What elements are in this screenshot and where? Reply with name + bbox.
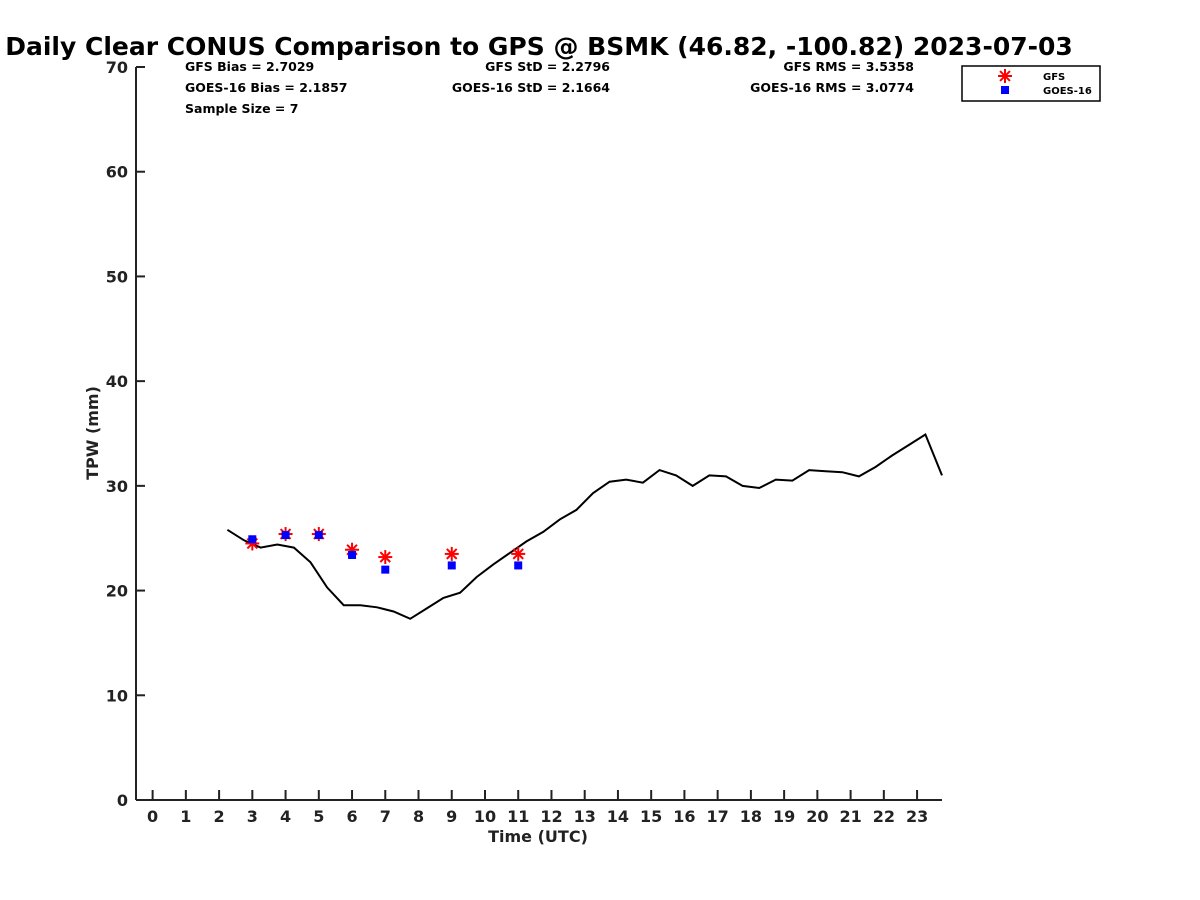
x-tick-label: 19 <box>773 807 795 826</box>
legend-label: GFS <box>1043 72 1065 83</box>
x-tick-label: 11 <box>507 807 529 826</box>
y-tick-label: 70 <box>106 58 128 77</box>
y-tick-label: 30 <box>106 477 128 496</box>
x-tick-label: 2 <box>214 807 225 826</box>
gfs-point <box>378 550 393 565</box>
x-tick-label: 15 <box>640 807 662 826</box>
y-tick-label: 10 <box>106 686 128 705</box>
goes-rms-stat: GOES-16 RMS = 3.0774 <box>750 80 914 95</box>
gfs-point <box>444 546 459 561</box>
x-tick-label: 17 <box>707 807 729 826</box>
goes-16-point <box>348 550 357 559</box>
legend: GFS GOES-16 <box>961 65 1101 102</box>
goes-16-point <box>381 565 390 574</box>
goes-16-point <box>447 561 456 570</box>
gfs-bias-stat: GFS Bias = 2.7029 <box>185 59 314 74</box>
plot-area <box>226 433 943 620</box>
legend-box <box>961 65 1101 102</box>
legend-goes-16-marker <box>1001 86 1009 94</box>
goes-16-point <box>248 535 257 544</box>
x-tick-label: 0 <box>147 807 158 826</box>
x-axis: 0 1 2 3 4 5 6 7 8 9 10 11 12 13 14 15 16 17 18 19 20 21 22 23 <box>136 790 942 826</box>
x-tick-label: 20 <box>806 807 828 826</box>
x-tick-label: 16 <box>673 807 695 826</box>
y-tick-label: 50 <box>106 267 128 286</box>
x-tick-label: 4 <box>280 807 291 826</box>
goes-16-point <box>314 531 323 540</box>
x-tick-label: 14 <box>607 807 629 826</box>
y-tick-label: 0 <box>117 791 128 810</box>
sample-size-stat: Sample Size = 7 <box>185 101 298 116</box>
gfs-rms-stat: GFS RMS = 3.5358 <box>783 59 914 74</box>
y-tick-label: 20 <box>106 582 128 601</box>
x-tick-label: 1 <box>180 807 191 826</box>
y-axis: 0 10 20 30 40 50 60 70 <box>106 58 145 810</box>
gfs-point <box>511 546 526 561</box>
legend-gfs-marker <box>998 69 1012 83</box>
y-tick-label: 40 <box>106 372 128 391</box>
x-tick-label: 23 <box>906 807 928 826</box>
x-tick-label: 13 <box>574 807 596 826</box>
y-axis-label: TPW (mm) <box>83 386 102 480</box>
gfs-std-stat: GFS StD = 2.2796 <box>485 59 610 74</box>
x-tick-label: 10 <box>474 807 496 826</box>
goes-std-stat: GOES-16 StD = 2.1664 <box>452 80 610 95</box>
x-tick-label: 22 <box>873 807 895 826</box>
x-axis-label: Time (UTC) <box>488 827 588 846</box>
gps-tpw-line <box>226 433 943 620</box>
y-tick-label: 60 <box>106 163 128 182</box>
x-tick-label: 5 <box>313 807 324 826</box>
x-tick-label: 21 <box>839 807 861 826</box>
goes-16-point <box>281 531 290 540</box>
x-tick-label: 8 <box>413 807 424 826</box>
goes-bias-stat: GOES-16 Bias = 2.1857 <box>185 80 347 95</box>
chart-title: Daily Clear CONUS Comparison to GPS @ BS… <box>5 32 1073 61</box>
x-tick-label: 7 <box>380 807 391 826</box>
goes-16-point <box>514 561 523 570</box>
x-tick-label: 3 <box>247 807 258 826</box>
legend-label: GOES-16 <box>1043 86 1092 97</box>
x-tick-label: 9 <box>446 807 457 826</box>
x-tick-label: 12 <box>540 807 562 826</box>
x-tick-label: 18 <box>740 807 762 826</box>
x-tick-label: 6 <box>346 807 357 826</box>
